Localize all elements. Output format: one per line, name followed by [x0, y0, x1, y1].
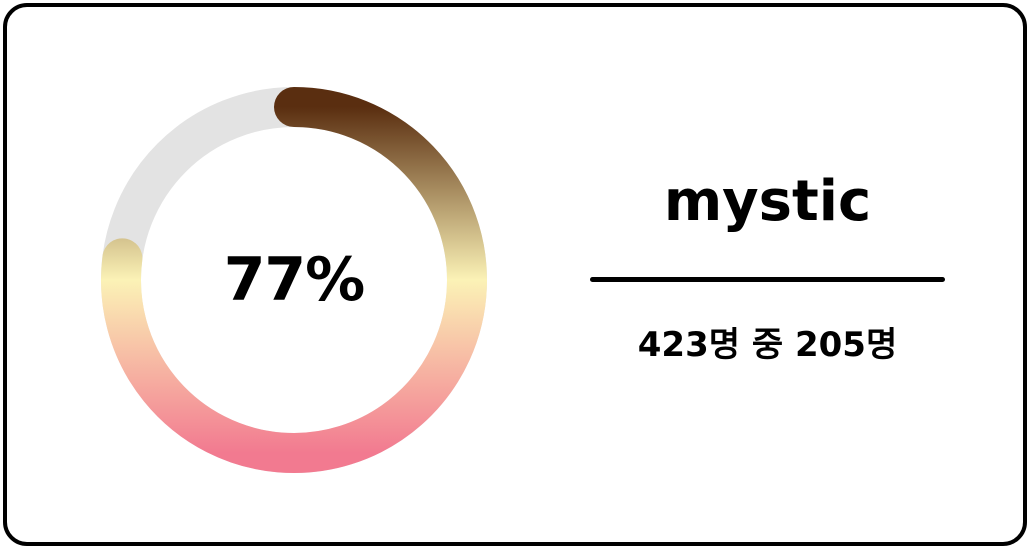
group-name: mystic	[663, 169, 872, 234]
progress-arc	[101, 87, 487, 473]
progress-card: 77% mystic 423명 중 205명	[3, 3, 1027, 546]
count-text: 423명 중 205명	[637, 325, 898, 365]
info-panel: mystic 423명 중 205명	[590, 157, 945, 370]
progress-ring: 77%	[94, 80, 494, 480]
progress-ring-graphic	[101, 87, 487, 473]
progress-percent-label: 77%	[223, 245, 366, 315]
divider	[590, 277, 945, 282]
